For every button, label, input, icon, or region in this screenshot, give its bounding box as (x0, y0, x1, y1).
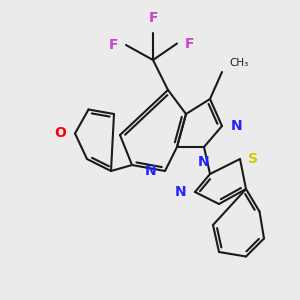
Text: N: N (175, 185, 187, 199)
Text: N: N (230, 119, 242, 133)
Text: F: F (109, 38, 118, 52)
Text: F: F (148, 11, 158, 26)
Text: S: S (248, 152, 258, 166)
Text: N: N (198, 155, 210, 170)
Text: O: O (55, 127, 67, 140)
Text: N: N (145, 164, 157, 178)
Text: F: F (184, 37, 194, 50)
Text: CH₃: CH₃ (230, 58, 249, 68)
